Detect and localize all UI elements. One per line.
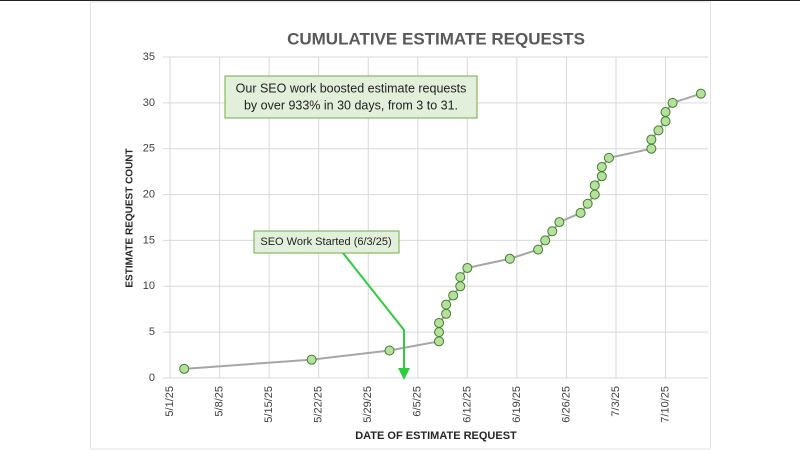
x-tick-label: 5/15/25 — [263, 386, 275, 423]
data-point — [603, 152, 614, 163]
y-axis-label: ESTIMATE REQUEST COUNT — [125, 148, 136, 287]
data-point — [448, 290, 459, 301]
x-tick-label: 5/29/25 — [362, 386, 374, 423]
x-tick-label: 6/19/25 — [511, 386, 523, 423]
data-point — [504, 253, 515, 264]
arrow-head — [398, 368, 410, 380]
data-point — [384, 345, 395, 356]
data-point — [667, 97, 678, 108]
y-tick-label: 35 — [143, 51, 155, 63]
chart-title: CUMULATIVE ESTIMATE REQUESTS — [287, 29, 585, 48]
x-tick-label: 6/5/25 — [412, 386, 424, 417]
data-point — [554, 217, 565, 228]
data-point — [646, 143, 657, 154]
data-point — [589, 189, 600, 200]
data-point — [653, 125, 664, 136]
y-tick-label: 30 — [143, 97, 155, 109]
annotation-box — [253, 230, 400, 254]
data-point — [441, 299, 452, 310]
data-point — [695, 88, 706, 99]
x-tick-label: 7/3/25 — [610, 386, 622, 417]
data-point — [596, 162, 607, 173]
data-point — [547, 226, 558, 237]
x-tick-label: 6/26/25 — [560, 386, 572, 423]
x-tick-label: 5/1/25 — [164, 386, 176, 417]
data-point — [455, 281, 466, 292]
data-point — [434, 317, 445, 328]
data-point — [434, 336, 445, 347]
data-point — [179, 363, 190, 374]
y-tick-label: 5 — [149, 326, 155, 338]
data-point — [462, 262, 473, 273]
data-point — [441, 308, 452, 319]
data-point — [582, 198, 593, 209]
y-tick-label: 15 — [143, 234, 155, 246]
x-axis-label: DATE OF ESTIMATE REQUEST — [355, 430, 517, 442]
data-point — [660, 116, 671, 127]
data-point — [455, 272, 466, 283]
data-point — [533, 244, 544, 255]
x-tick-label: 7/10/25 — [659, 386, 671, 423]
annotation-text: Our SEO work boosted estimate requests — [236, 81, 467, 95]
chart-card — [90, 1, 711, 450]
data-point — [589, 180, 600, 191]
y-tick-label: 20 — [143, 188, 155, 200]
annotation-arrow — [342, 252, 405, 372]
annotation-box — [224, 75, 478, 119]
y-tick-label: 0 — [149, 372, 155, 384]
data-point — [646, 134, 657, 145]
annotation-text: SEO Work Started (6/3/25) — [260, 236, 391, 248]
annotation-text: by over 933% in 30 days, from 3 to 31. — [244, 98, 458, 112]
data-point — [540, 235, 551, 246]
data-point — [306, 354, 317, 365]
y-tick-label: 10 — [143, 280, 155, 292]
x-tick-label: 6/12/25 — [461, 386, 473, 423]
data-point — [434, 327, 445, 338]
data-point — [575, 207, 586, 218]
x-tick-label: 5/8/25 — [214, 386, 226, 417]
data-point — [596, 171, 607, 182]
x-tick-label: 5/22/25 — [313, 386, 325, 423]
data-point — [660, 107, 671, 118]
y-tick-label: 25 — [143, 143, 155, 155]
